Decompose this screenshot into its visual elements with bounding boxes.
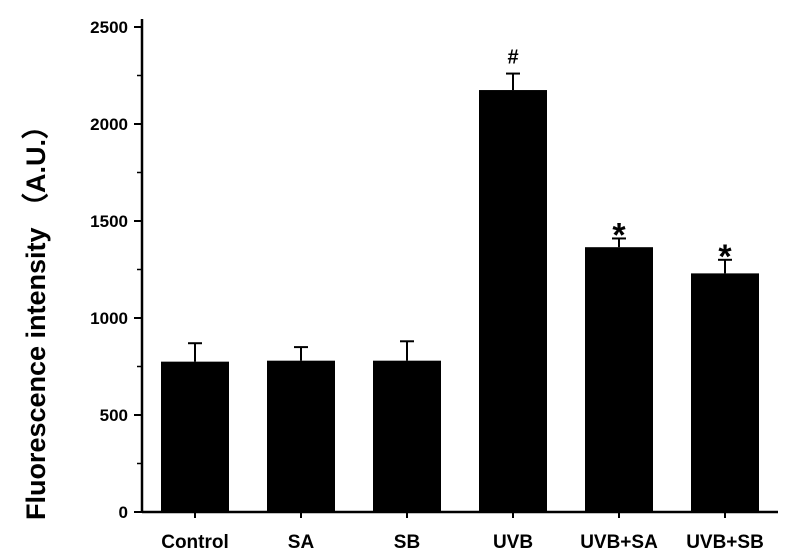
axes bbox=[140, 19, 778, 514]
x-category-labels: Control SA SB UVB UVB+SA UVB+SB bbox=[161, 512, 764, 553]
y-tick-label: 1000 bbox=[90, 309, 128, 328]
y-tick-label: 1500 bbox=[90, 212, 128, 231]
bars bbox=[161, 72, 759, 513]
y-tick-label: 500 bbox=[100, 406, 128, 425]
x-category-label: UVB+SA bbox=[580, 532, 658, 553]
y-tick-label: 0 bbox=[119, 503, 128, 522]
y-axis-label-group: Fluorescence intensity （A.U.） bbox=[21, 112, 51, 520]
bar bbox=[479, 90, 547, 513]
significance-marker: * bbox=[612, 216, 626, 254]
x-category-label: UVB bbox=[493, 532, 533, 553]
significance-marker: # bbox=[507, 47, 518, 69]
y-tick-label: 2500 bbox=[90, 18, 128, 37]
bar bbox=[691, 273, 759, 512]
x-category-label: SB bbox=[394, 532, 420, 553]
significance-markers: # * * bbox=[507, 47, 732, 276]
y-axis-label: Fluorescence intensity （A.U.） bbox=[21, 112, 51, 520]
bar bbox=[585, 247, 653, 512]
y-tick-label: 2000 bbox=[90, 115, 128, 134]
significance-marker: * bbox=[718, 238, 732, 276]
x-category-label: UVB+SB bbox=[686, 532, 764, 553]
y-ticks: 0 500 1000 1500 2000 2500 bbox=[90, 18, 142, 522]
x-category-label: SA bbox=[288, 532, 315, 553]
bar bbox=[373, 360, 441, 512]
bar bbox=[267, 360, 335, 512]
bar bbox=[161, 361, 229, 512]
x-category-label: Control bbox=[161, 532, 229, 553]
